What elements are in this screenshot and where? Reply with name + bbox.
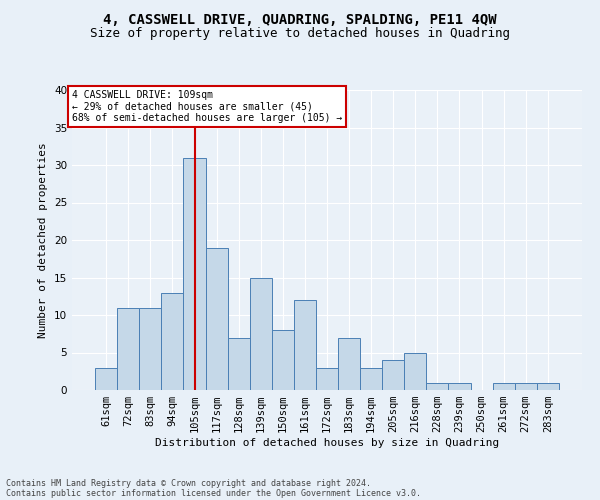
- Bar: [184, 158, 206, 390]
- Bar: [206, 248, 227, 390]
- Text: 4 CASSWELL DRIVE: 109sqm
← 29% of detached houses are smaller (45)
68% of semi-d: 4 CASSWELL DRIVE: 109sqm ← 29% of detach…: [72, 90, 342, 123]
- Bar: [404, 352, 427, 390]
- Bar: [338, 338, 360, 390]
- Bar: [117, 308, 139, 390]
- X-axis label: Distribution of detached houses by size in Quadring: Distribution of detached houses by size …: [155, 438, 499, 448]
- Bar: [382, 360, 404, 390]
- Bar: [95, 368, 117, 390]
- Text: Contains public sector information licensed under the Open Government Licence v3: Contains public sector information licen…: [6, 488, 421, 498]
- Bar: [427, 382, 448, 390]
- Bar: [227, 338, 250, 390]
- Bar: [515, 382, 537, 390]
- Text: Contains HM Land Registry data © Crown copyright and database right 2024.: Contains HM Land Registry data © Crown c…: [6, 478, 371, 488]
- Bar: [537, 382, 559, 390]
- Text: 4, CASSWELL DRIVE, QUADRING, SPALDING, PE11 4QW: 4, CASSWELL DRIVE, QUADRING, SPALDING, P…: [103, 12, 497, 26]
- Bar: [161, 292, 184, 390]
- Bar: [316, 368, 338, 390]
- Bar: [360, 368, 382, 390]
- Y-axis label: Number of detached properties: Number of detached properties: [38, 142, 49, 338]
- Text: Size of property relative to detached houses in Quadring: Size of property relative to detached ho…: [90, 28, 510, 40]
- Bar: [493, 382, 515, 390]
- Bar: [294, 300, 316, 390]
- Bar: [448, 382, 470, 390]
- Bar: [272, 330, 294, 390]
- Bar: [250, 278, 272, 390]
- Bar: [139, 308, 161, 390]
